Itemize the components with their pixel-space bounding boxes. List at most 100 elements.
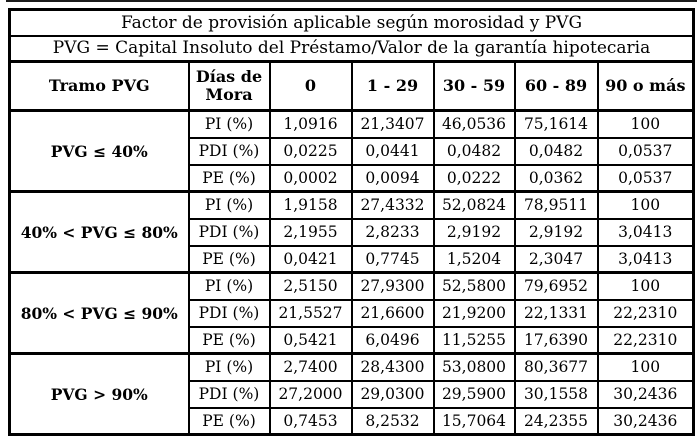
table-subtitle: PVG = Capital Insoluto del Préstamo/Valo… xyxy=(8,34,695,63)
table-row: PE (%) 0,5421 6,0496 11,5255 17,6390 22,… xyxy=(10,325,695,355)
value-cell: 79,6952 xyxy=(513,271,599,301)
value-cell: 21,9200 xyxy=(432,298,516,328)
value-cell: 100 xyxy=(596,271,695,301)
value-cell: 52,0824 xyxy=(432,190,516,220)
column-header-mora-60-89: 60 - 89 xyxy=(513,60,599,112)
table-row: PVG > 90% PI (%) 2,7400 28,4300 53,0800 … xyxy=(8,352,695,436)
value-cell: 21,6600 xyxy=(350,298,435,328)
value-cell: 21,3407 xyxy=(350,109,435,139)
row-label: PE (%) xyxy=(187,406,271,436)
value-cell: 29,5900 xyxy=(432,379,516,409)
value-cell: 0,0482 xyxy=(432,136,516,166)
row-label: PDI (%) xyxy=(187,217,271,247)
column-header-dias-de-mora: Días de Mora xyxy=(187,60,271,112)
value-cell: 3,0413 xyxy=(596,244,695,274)
table-title: Factor de provisión aplicable según moro… xyxy=(8,8,695,37)
value-cell: 75,1614 xyxy=(513,109,599,139)
value-cell: 0,0441 xyxy=(350,136,435,166)
top-horizontal-rule xyxy=(6,0,697,2)
column-header-tramo-pvg: Tramo PVG xyxy=(8,60,190,112)
value-cell: 29,0300 xyxy=(350,379,435,409)
column-header-mora-1-29: 1 - 29 xyxy=(350,60,435,112)
column-header-mora-30-59: 30 - 59 xyxy=(432,60,516,112)
row-label: PI (%) xyxy=(187,190,271,220)
row-label: PE (%) xyxy=(187,325,271,355)
value-cell: 100 xyxy=(596,352,695,382)
value-cell: 21,5527 xyxy=(268,298,353,328)
value-cell: 0,0222 xyxy=(432,163,516,193)
value-cell: 8,2532 xyxy=(350,406,435,436)
value-cell: 1,0916 xyxy=(268,109,353,139)
table-row: PE (%) 0,7453 8,2532 15,7064 24,2355 30,… xyxy=(10,406,695,436)
column-header-mora-0: 0 xyxy=(268,60,353,112)
value-cell: 0,0002 xyxy=(268,163,353,193)
table-row: PDI (%) 21,5527 21,6600 21,9200 22,1331 … xyxy=(10,298,695,328)
value-cell: 100 xyxy=(596,109,695,139)
value-cell: 28,4300 xyxy=(350,352,435,382)
value-cell: 0,0537 xyxy=(596,163,695,193)
value-cell: 11,5255 xyxy=(432,325,516,355)
value-cell: 22,1331 xyxy=(513,298,599,328)
value-cell: 22,2310 xyxy=(596,298,695,328)
tramo-group-label: 40% < PVG ≤ 80% xyxy=(8,190,190,274)
table-row: PE (%) 0,0421 0,7745 1,5204 2,3047 3,041… xyxy=(10,244,695,274)
value-cell: 2,3047 xyxy=(513,244,599,274)
value-cell: 3,0413 xyxy=(596,217,695,247)
value-cell: 0,0094 xyxy=(350,163,435,193)
table-row: PDI (%) 2,1955 2,8233 2,9192 2,9192 3,04… xyxy=(10,217,695,247)
value-cell: 2,8233 xyxy=(350,217,435,247)
tramo-group-label: PVG > 90% xyxy=(8,352,190,436)
value-cell: 0,7453 xyxy=(268,406,353,436)
value-cell: 0,0537 xyxy=(596,136,695,166)
value-cell: 24,2355 xyxy=(513,406,599,436)
value-cell: 1,9158 xyxy=(268,190,353,220)
value-cell: 100 xyxy=(596,190,695,220)
value-cell: 27,9300 xyxy=(350,271,435,301)
tramo-group-label: PVG ≤ 40% xyxy=(8,109,190,193)
row-label: PE (%) xyxy=(187,244,271,274)
table-row: PDI (%) 27,2000 29,0300 29,5900 30,1558 … xyxy=(10,379,695,409)
table-row: 80% < PVG ≤ 90% PI (%) 2,5150 27,9300 52… xyxy=(8,271,695,355)
value-cell: 0,0362 xyxy=(513,163,599,193)
value-cell: 2,7400 xyxy=(268,352,353,382)
value-cell: 52,5800 xyxy=(432,271,516,301)
value-cell: 22,2310 xyxy=(596,325,695,355)
row-label: PDI (%) xyxy=(187,379,271,409)
value-cell: 78,9511 xyxy=(513,190,599,220)
value-cell: 17,6390 xyxy=(513,325,599,355)
value-cell: 0,0482 xyxy=(513,136,599,166)
row-label: PE (%) xyxy=(187,163,271,193)
table-row: 40% < PVG ≤ 80% PI (%) 1,9158 27,4332 52… xyxy=(8,190,695,274)
value-cell: 46,0536 xyxy=(432,109,516,139)
column-header-mora-90-mas: 90 o más xyxy=(596,60,695,112)
value-cell: 2,9192 xyxy=(432,217,516,247)
value-cell: 27,4332 xyxy=(350,190,435,220)
row-label: PI (%) xyxy=(187,271,271,301)
row-label: PDI (%) xyxy=(187,136,271,166)
value-cell: 30,2436 xyxy=(596,379,695,409)
value-cell: 80,3677 xyxy=(513,352,599,382)
value-cell: 1,5204 xyxy=(432,244,516,274)
tramo-group-label: 80% < PVG ≤ 90% xyxy=(8,271,190,355)
row-label: PDI (%) xyxy=(187,298,271,328)
value-cell: 6,0496 xyxy=(350,325,435,355)
row-label: PI (%) xyxy=(187,109,271,139)
value-cell: 0,0225 xyxy=(268,136,353,166)
value-cell: 2,9192 xyxy=(513,217,599,247)
table-row: PDI (%) 0,0225 0,0441 0,0482 0,0482 0,05… xyxy=(10,136,695,166)
value-cell: 0,5421 xyxy=(268,325,353,355)
value-cell: 2,5150 xyxy=(268,271,353,301)
value-cell: 0,7745 xyxy=(350,244,435,274)
value-cell: 30,2436 xyxy=(596,406,695,436)
value-cell: 53,0800 xyxy=(432,352,516,382)
table-row: PE (%) 0,0002 0,0094 0,0222 0,0362 0,053… xyxy=(10,163,695,193)
value-cell: 2,1955 xyxy=(268,217,353,247)
value-cell: 0,0421 xyxy=(268,244,353,274)
value-cell: 27,2000 xyxy=(268,379,353,409)
table-row: PVG ≤ 40% PI (%) 1,0916 21,3407 46,0536 … xyxy=(8,109,695,193)
value-cell: 30,1558 xyxy=(513,379,599,409)
provision-factor-table: Factor de provisión aplicable según moro… xyxy=(8,8,696,436)
value-cell: 15,7064 xyxy=(432,406,516,436)
row-label: PI (%) xyxy=(187,352,271,382)
